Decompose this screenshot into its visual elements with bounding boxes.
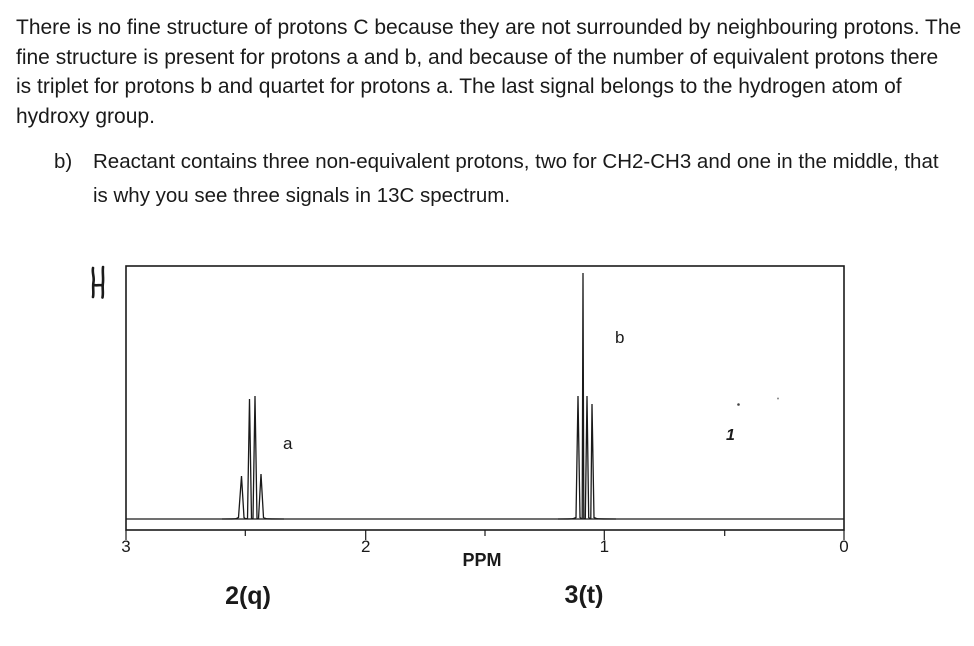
svg-text:0: 0 <box>839 537 848 556</box>
svg-text:1: 1 <box>726 427 735 444</box>
svg-text:b: b <box>615 328 624 347</box>
svg-text:PPM: PPM <box>462 550 501 570</box>
svg-text:3(t): 3(t) <box>565 581 604 609</box>
svg-text:a: a <box>283 434 293 453</box>
svg-text:1: 1 <box>600 537 609 556</box>
svg-text:2: 2 <box>361 537 370 556</box>
svg-text:2(q): 2(q) <box>225 582 271 610</box>
svg-text:3: 3 <box>121 537 130 556</box>
